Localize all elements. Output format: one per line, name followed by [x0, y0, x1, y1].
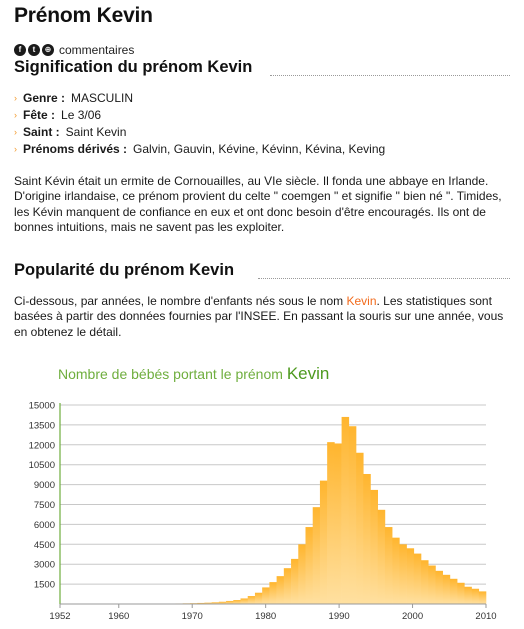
- x-tick-label: 1970: [182, 611, 203, 622]
- chart-title-name: Kevin: [286, 364, 330, 383]
- chart-axes: [59, 403, 487, 608]
- bar-1986[interactable]: [305, 527, 314, 604]
- info-genre: › Genre : MASCULIN: [14, 90, 385, 107]
- bar-1990[interactable]: [334, 443, 342, 604]
- chart-tick-labels: 1500 3000 4500 6000 7500 9000 10500 12000 13500 1…: [29, 401, 497, 623]
- social-bar: f t ⊕ commentaires: [14, 43, 134, 57]
- y-tick-label: 6000: [34, 520, 55, 531]
- bar-1977[interactable]: [240, 598, 249, 604]
- y-tick-label: 15000: [29, 401, 55, 412]
- bar-1984[interactable]: [291, 558, 299, 604]
- bar-1983[interactable]: [283, 568, 292, 604]
- popularite-heading: Popularité du prénom Kevin: [14, 261, 235, 279]
- x-tick-label: 2010: [475, 611, 496, 622]
- bar-1998[interactable]: [392, 537, 400, 604]
- arrow-icon: ›: [14, 144, 17, 154]
- bar-1971[interactable]: [197, 602, 205, 604]
- bar-1996[interactable]: [377, 509, 386, 604]
- bar-1992[interactable]: [348, 426, 357, 604]
- y-tick-label: 7500: [34, 500, 55, 511]
- intro-text-before: Ci-dessous, par années, le nombre d'enfa…: [14, 294, 347, 308]
- share-icon[interactable]: ⊕: [42, 44, 54, 56]
- chart-title-prefix: Nombre de bébés portant le prénom: [58, 366, 283, 382]
- bar-1993[interactable]: [356, 452, 364, 604]
- bar-2010[interactable]: [478, 591, 487, 604]
- arrow-icon: ›: [14, 93, 17, 103]
- y-tick-label: 4500: [34, 540, 55, 551]
- info-derives: › Prénoms dérivés : Galvin, Gauvin, Kévi…: [14, 141, 385, 158]
- x-tick-label: 1960: [108, 611, 129, 622]
- info-saint: › Saint : Saint Kevin: [14, 124, 385, 141]
- bar-1987[interactable]: [312, 507, 321, 604]
- bar-1997[interactable]: [384, 527, 393, 604]
- bar-1978[interactable]: [247, 596, 256, 604]
- bar-1989[interactable]: [327, 442, 335, 604]
- intro-name-highlight: Kevin: [346, 294, 377, 308]
- bar-2001[interactable]: [413, 553, 422, 604]
- y-tick-label: 10500: [29, 460, 55, 471]
- bar-1985[interactable]: [298, 544, 306, 604]
- bar-1972[interactable]: [204, 602, 212, 604]
- twitter-icon[interactable]: t: [28, 44, 40, 56]
- y-tick-label: 12000: [29, 440, 55, 451]
- bar-1974[interactable]: [218, 601, 227, 604]
- bar-1976[interactable]: [233, 600, 241, 604]
- bar-1980[interactable]: [262, 587, 270, 604]
- heading-divider: [270, 75, 510, 76]
- y-tick-label: 3000: [34, 560, 55, 571]
- chart-bars: [60, 416, 487, 605]
- bar-1979[interactable]: [254, 592, 263, 604]
- bar-1999[interactable]: [399, 544, 407, 604]
- x-tick-label: 1990: [329, 611, 350, 622]
- bar-1995[interactable]: [370, 489, 378, 604]
- bar-1981[interactable]: [269, 582, 277, 604]
- facebook-icon[interactable]: f: [14, 44, 26, 56]
- saint-value: Saint Kevin: [65, 125, 127, 139]
- name-info-list: › Genre : MASCULIN › Fête : Le 3/06 › Sa…: [14, 90, 385, 158]
- bar-1988[interactable]: [319, 480, 328, 604]
- bar-2004[interactable]: [435, 570, 443, 604]
- name-description: Saint Kévin était un ermite de Cornouail…: [14, 174, 502, 235]
- genre-value: MASCULIN: [71, 91, 134, 105]
- bar-2000[interactable]: [406, 548, 415, 604]
- y-tick-label: 9000: [34, 480, 55, 491]
- bar-1994[interactable]: [363, 473, 371, 604]
- x-tick-label: 1952: [49, 611, 70, 622]
- y-tick-label: 13500: [29, 420, 55, 431]
- intro-text-after: . Les statistiques sont basées à partir …: [14, 294, 504, 339]
- fete-value: Le 3/06: [61, 108, 102, 122]
- x-tick-label: 2000: [402, 611, 423, 622]
- bar-2003[interactable]: [428, 565, 436, 604]
- x-tick-label: 1980: [255, 611, 276, 622]
- arrow-icon: ›: [14, 110, 17, 120]
- bar-1991[interactable]: [341, 416, 350, 604]
- y-tick-label: 1500: [34, 580, 55, 591]
- bar-2002[interactable]: [421, 560, 429, 604]
- bar-2006[interactable]: [449, 578, 458, 604]
- genre-label: Genre :: [23, 91, 66, 105]
- heading-divider: [258, 278, 510, 279]
- arrow-icon: ›: [14, 127, 17, 137]
- fete-label: Fête :: [23, 108, 56, 122]
- bar-2009[interactable]: [471, 588, 480, 604]
- bar-2008[interactable]: [464, 586, 472, 604]
- comments-link[interactable]: commentaires: [59, 43, 135, 57]
- signification-heading: Signification du prénom Kevin: [14, 58, 253, 76]
- bar-1975[interactable]: [226, 600, 234, 604]
- derives-label: Prénoms dérivés :: [23, 142, 128, 156]
- bar-2007[interactable]: [457, 582, 465, 604]
- chart-grid: [60, 404, 486, 585]
- bar-1982[interactable]: [276, 576, 285, 604]
- page-title: Prénom Kevin: [14, 4, 153, 27]
- births-bar-chart[interactable]: 1500 3000 4500 6000 7500 9000 10500 12000 13500 1…: [0, 388, 524, 629]
- derives-value: Galvin, Gauvin, Kévine, Kévinn, Kévina, …: [133, 142, 386, 156]
- saint-label: Saint :: [23, 125, 60, 139]
- popularite-intro: Ci-dessous, par années, le nombre d'enfa…: [14, 294, 514, 340]
- bar-1973[interactable]: [211, 602, 220, 604]
- info-fete: › Fête : Le 3/06: [14, 107, 385, 124]
- chart-title: Nombre de bébés portant le prénom Kevin: [58, 364, 329, 384]
- bar-2005[interactable]: [442, 574, 451, 604]
